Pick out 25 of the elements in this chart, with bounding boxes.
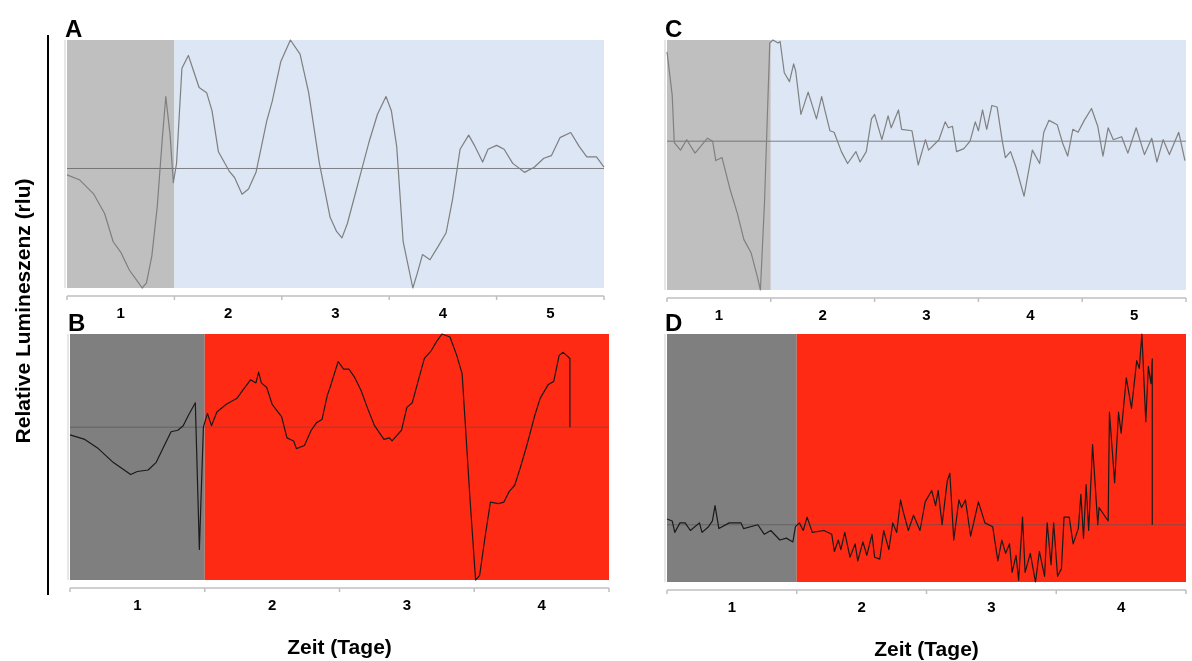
x-axis-title: Zeit (Tage) (874, 637, 979, 660)
chart-title: C (665, 15, 683, 42)
x-tick-label: 2 (818, 306, 827, 323)
chart-title: D (665, 309, 683, 336)
x-tick-label: 4 (1116, 598, 1126, 615)
x-axis-title: Zeit (Tage) (287, 635, 392, 658)
x-tick-label: 4 (537, 596, 547, 613)
x-tick-label: 3 (922, 306, 931, 323)
x-tick-label: 1 (133, 596, 142, 613)
chart-title: B (68, 309, 86, 336)
x-tick-label: 5 (546, 304, 555, 321)
chart-title: A (65, 15, 83, 42)
x-tick-label: 3 (402, 596, 412, 613)
x-tick-label: 2 (223, 304, 233, 321)
x-tick-label: 3 (987, 598, 996, 615)
x-tick-label: 5 (1129, 306, 1139, 323)
x-tick-label: 1 (116, 304, 125, 321)
x-tick-label: 1 (727, 598, 737, 615)
x-tick-label: 4 (1026, 306, 1036, 323)
x-tick-label: 2 (267, 596, 277, 613)
x-tick-label: 3 (331, 304, 340, 321)
x-tick-label: 4 (438, 304, 448, 321)
x-tick-label: 2 (857, 598, 866, 615)
x-tick-label: 1 (714, 306, 724, 323)
y-axis-title: Relative Lumineszenz (rlu) (11, 178, 34, 444)
